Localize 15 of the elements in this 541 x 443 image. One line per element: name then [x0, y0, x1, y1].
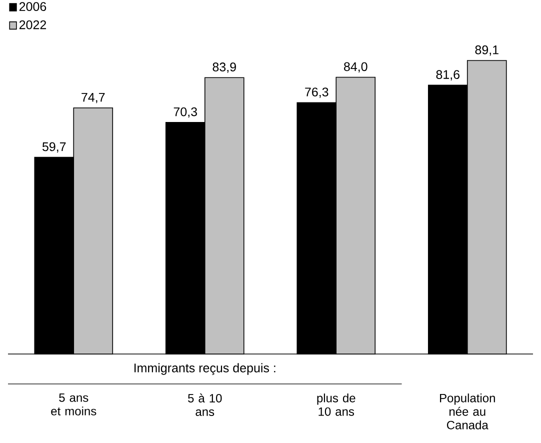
data-label: 81,6 [436, 70, 460, 80]
x-tick-label: 5 ans et moins [51, 394, 96, 416]
text: Immigrants reçus depuis : [134, 363, 276, 375]
data-label: 74,7 [82, 92, 105, 104]
data-label: 84,0 [344, 62, 368, 73]
legend-label: 2006 [19, 2, 46, 12]
data-label: 89,1 [475, 45, 498, 56]
data-label: 76,3 [305, 88, 328, 98]
data-label: 70,3 [174, 107, 197, 118]
legend-label: 2022 [19, 20, 46, 30]
x-tick-label: 5 à 10 ans [188, 394, 222, 416]
data-label: 83,9 [212, 62, 236, 73]
x-tick-label: Population née au Canada [440, 394, 495, 430]
x-tick-label: plus de 10 ans [317, 394, 356, 416]
data-label: 59,7 [42, 142, 66, 153]
